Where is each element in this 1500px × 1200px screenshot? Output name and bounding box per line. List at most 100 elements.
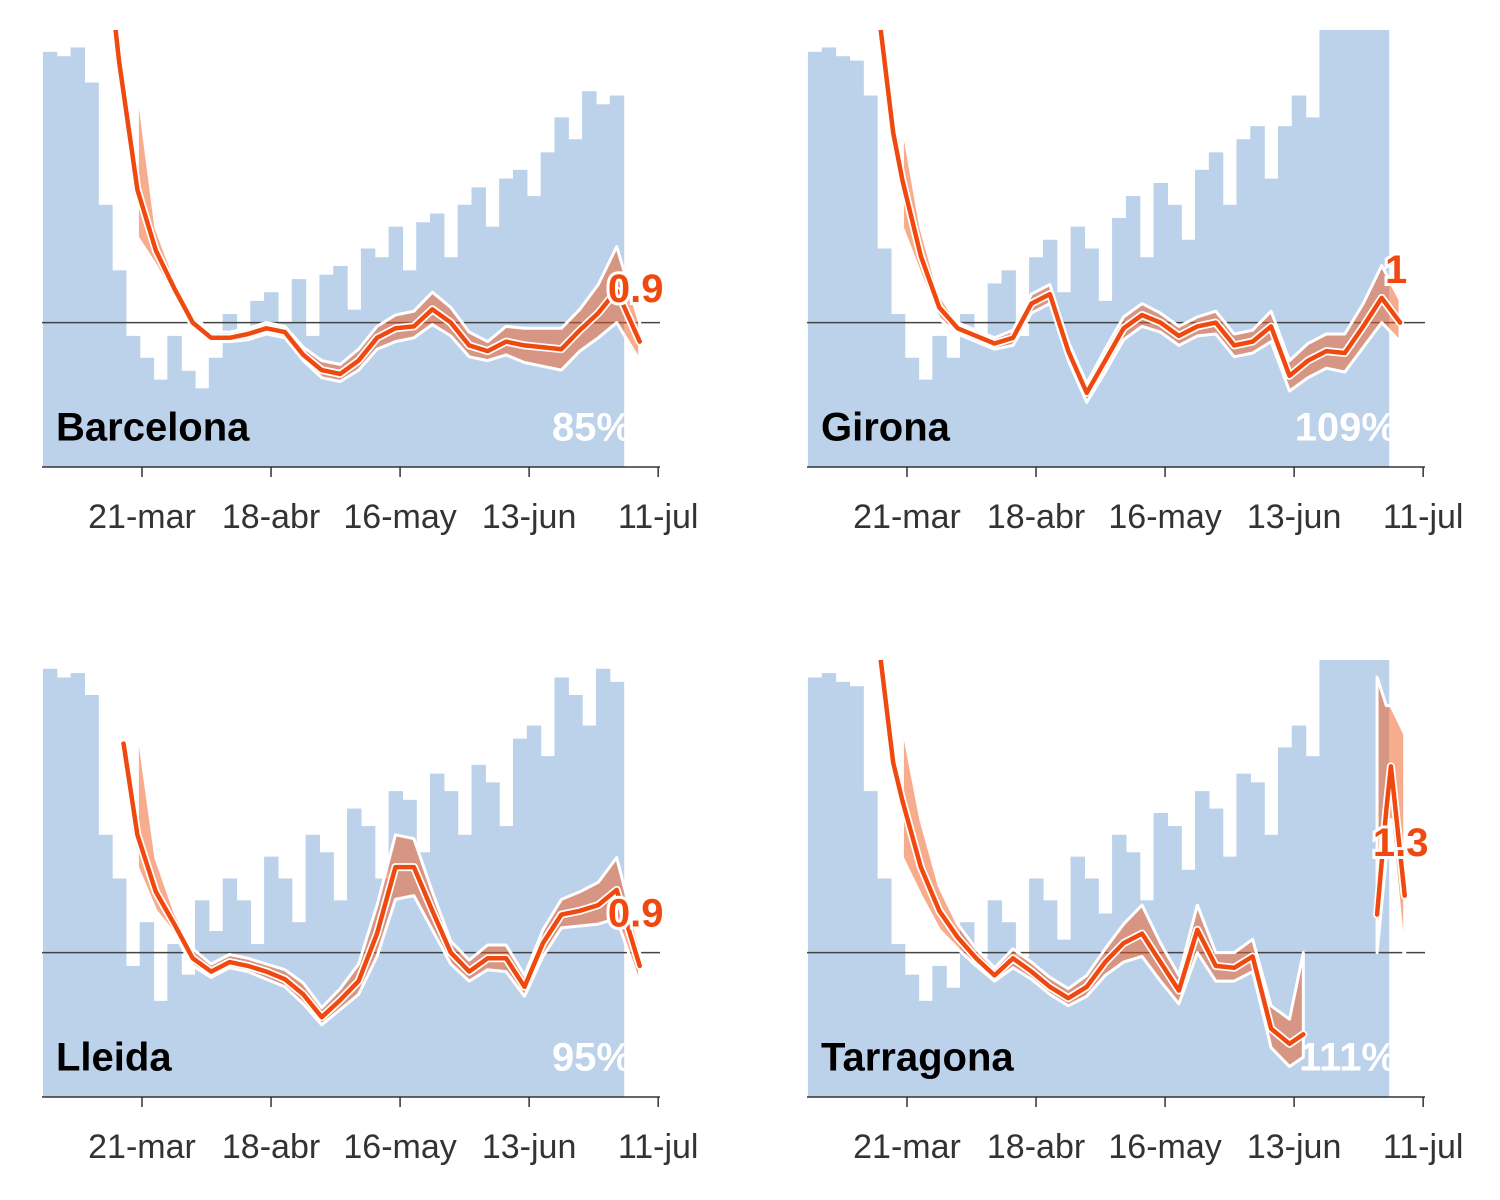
bar [1070,856,1086,1097]
panel: 21-mar 18-abr 16-may 13-jun 11-jul Tarragona 1… [807,660,1464,1166]
bar [98,204,113,467]
x-tick-label: 16-may [1108,1128,1221,1166]
bar [1305,756,1321,1097]
bar [181,974,196,1097]
bar [526,725,542,1097]
bar [807,677,823,1097]
bar [918,1000,933,1097]
x-tick-label: 11-jul [618,498,699,536]
x-tick-label: 21-mar [853,1128,961,1166]
rt-line [878,660,1306,1047]
bar [1208,152,1224,467]
bar [471,187,486,467]
x-tick-label: 18-abr [987,498,1085,536]
bar [512,169,528,467]
bar [305,834,321,1097]
x-tick-label: 11-jul [1383,498,1464,536]
bar [195,900,210,1097]
bar [821,47,837,467]
bar [222,878,238,1097]
x-tick-label: 11-jul [1383,1128,1464,1166]
bar [1001,270,1016,467]
bar [973,335,989,467]
bar [1029,878,1044,1097]
bar [112,270,127,467]
panel-note: 95% [552,1036,632,1080]
plot [807,30,1425,467]
plot [42,30,660,467]
bar [208,930,224,1097]
bar [139,922,155,1097]
panel: 21-mar 18-abr 16-may 13-jun 11-jul Girona 109%… [807,30,1464,536]
bar [402,270,417,467]
bar [918,379,933,467]
bar [1015,957,1030,1097]
bar [835,681,850,1097]
bar [960,922,975,1097]
x-tick-label: 16-may [343,1128,456,1166]
end-label: 0.9 [608,891,664,935]
bar [1236,139,1251,467]
bar [1360,660,1376,1097]
bar [98,834,113,1097]
bar [430,213,445,467]
bar [319,852,334,1097]
bar [987,900,1003,1097]
bar [849,60,864,467]
end-label: 0.9 [608,267,664,311]
bar [1347,660,1362,1097]
bar [70,673,85,1097]
bar [125,335,141,467]
bar [821,673,837,1097]
bar [1015,335,1030,467]
bar [42,51,58,467]
bar [1333,30,1348,467]
bar [1236,773,1251,1097]
bar [1305,117,1321,467]
x-tick-label: 21-mar [88,1128,196,1166]
bar [582,91,597,467]
x-tick-label: 21-mar [853,498,961,536]
panel-note: 85% [552,406,632,450]
x-tick-label: 18-abr [222,498,320,536]
x-tick-label: 13-jun [482,1128,577,1166]
confidence-band [900,723,1305,1069]
bar [112,878,127,1097]
bar [153,1000,168,1097]
panel: 21-mar 18-abr 16-may 13-jun 11-jul Lleida 95% 0… [42,668,698,1166]
bar [250,300,265,467]
confidence-band [135,723,642,1027]
bar [1139,257,1155,467]
bar [1319,660,1334,1097]
rt-line [878,30,1403,396]
bar [1333,660,1348,1097]
bar [250,944,265,1097]
bar [471,764,486,1097]
bar [236,900,251,1097]
bar [890,314,906,467]
bar [56,56,72,467]
plot [807,660,1425,1097]
rt-line [113,30,642,377]
bar [139,357,155,467]
confidence-band [1375,675,1407,964]
x-tick-label: 18-abr [987,1128,1085,1166]
bar [1319,30,1334,467]
bar [973,957,989,1097]
bar [1084,248,1099,467]
bar [264,292,279,467]
bar [84,82,99,467]
bar [1042,900,1058,1097]
bar [1125,852,1141,1097]
bar [1181,239,1196,467]
bar [347,309,362,467]
end-label: 1 [1385,248,1407,292]
bar [540,152,556,467]
end-label: 1.3 [1373,821,1429,865]
bar [1070,226,1086,467]
x-tick-label: 13-jun [1247,1128,1342,1166]
bar [512,738,528,1097]
bar [416,222,431,467]
x-tick-label: 13-jun [1247,498,1342,536]
